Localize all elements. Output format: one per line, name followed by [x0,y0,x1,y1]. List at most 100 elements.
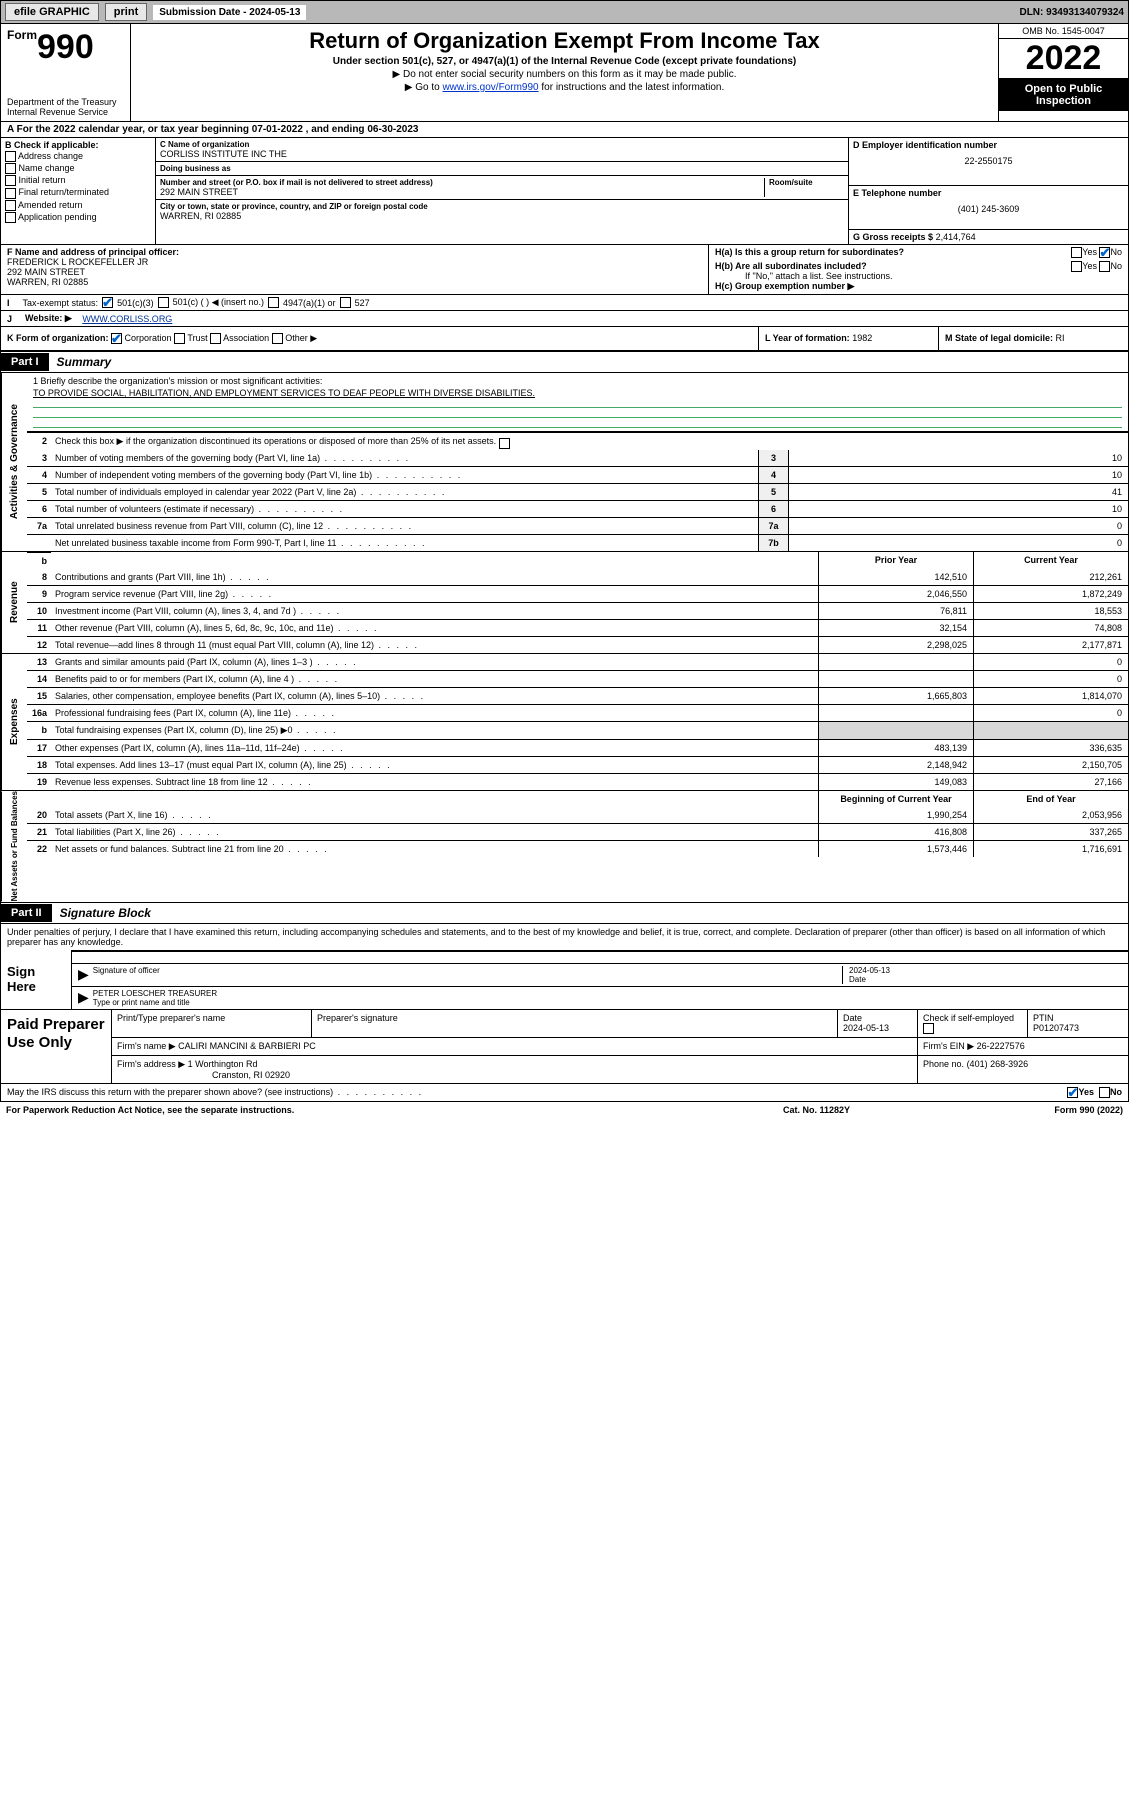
address-label: Number and street (or P.O. box if mail i… [160,178,764,187]
efile-label: efile GRAPHIC [5,3,99,21]
check-501c[interactable] [158,297,169,308]
section-a: A For the 2022 calendar year, or tax yea… [0,122,1129,138]
check-527[interactable] [340,297,351,308]
ein-label: D Employer identification number [853,140,1124,150]
section-bcdeg: B Check if applicable: Address change Na… [0,138,1129,245]
exp-row: 17 Other expenses (Part IX, column (A), … [27,739,1128,756]
net-row: 22 Net assets or fund balances. Subtract… [27,840,1128,857]
firm-phone: (401) 268-3926 [967,1059,1029,1069]
firm-addr2: Cranston, RI 02920 [212,1070,290,1080]
officer-print-name: PETER LOESCHER TREASURER [93,989,1122,998]
officer-addr: 292 MAIN STREET [7,267,85,277]
part1-header: Part I Summary [0,352,1129,373]
check-trust[interactable] [174,333,185,344]
vtab-expenses: Expenses [1,654,27,790]
check-association[interactable] [210,333,221,344]
l-label: L Year of formation: [765,333,850,343]
prep-date-label: Date [843,1013,862,1023]
part2-title: Signature Block [60,903,151,923]
signature-arrow-icon: ▶ [78,966,89,984]
signature-block: Under penalties of perjury, I declare th… [0,924,1129,1010]
omb-number: OMB No. 1545-0047 [999,24,1128,39]
beginning-year-header: Beginning of Current Year [818,791,973,807]
vtab-governance: Activities & Governance [1,373,27,551]
print-button[interactable]: print [105,3,147,21]
form-note-link: ▶ Go to www.irs.gov/Form990 for instruct… [139,82,990,93]
check-4947[interactable] [268,297,279,308]
open-to-public: Open to Public Inspection [999,79,1128,111]
section-c: C Name of organization CORLISS INSTITUTE… [156,138,848,244]
sign-date-label: Date [849,975,866,984]
check-501c3[interactable] [102,297,113,308]
exp-row: 18 Total expenses. Add lines 13–17 (must… [27,756,1128,773]
org-name: CORLISS INSTITUTE INC THE [160,149,844,159]
prep-print-label: Print/Type preparer's name [112,1010,312,1037]
ptin-value: P01207473 [1033,1023,1079,1033]
firm-name-label: Firm's name ▶ [117,1041,176,1051]
officer-name: FREDERICK L ROCKEFELLER JR [7,257,148,267]
officer-label: F Name and address of principal officer: [7,247,179,257]
city-value: WARREN, RI 02885 [160,211,844,221]
exp-row: 19 Revenue less expenses. Subtract line … [27,773,1128,790]
revenue-section: Revenue b Prior Year Current Year 8 Cont… [0,552,1129,654]
check-address-change[interactable]: Address change [5,151,151,162]
gov-row: 4 Number of independent voting members o… [27,466,1128,483]
irs-form990-link[interactable]: www.irs.gov/Form990 [442,82,538,93]
firm-ein: 26-2227576 [977,1041,1025,1051]
rev-row: 12 Total revenue—add lines 8 through 11 … [27,636,1128,653]
gov-row: Net unrelated business taxable income fr… [27,534,1128,551]
section-klm: K Form of organization: Corporation Trus… [0,327,1129,352]
check-initial-return[interactable]: Initial return [5,175,151,186]
submission-date: Submission Date - 2024-05-13 [153,5,306,20]
state-domicile: RI [1056,333,1065,343]
form-number-footer: Form 990 (2022) [983,1105,1123,1115]
year-formation: 1982 [852,333,872,343]
tax-year: 2022 [999,39,1128,79]
gross-receipts-label: G Gross receipts $ [853,232,933,242]
check-amended-return[interactable]: Amended return [5,200,151,211]
exp-row: 15 Salaries, other compensation, employe… [27,687,1128,704]
netassets-section: Net Assets or Fund Balances Beginning of… [0,791,1129,902]
discuss-no-check[interactable] [1099,1087,1110,1098]
page-footer: For Paperwork Reduction Act Notice, see … [0,1102,1129,1118]
dln-label: DLN: 93493134079324 [1019,7,1124,18]
expenses-section: Expenses 13 Grants and similar amounts p… [0,654,1129,791]
hb-row: H(b) Are all subordinates included? Yes … [715,261,1122,271]
phone-label: E Telephone number [853,188,1124,198]
city-label: City or town, state or province, country… [160,202,844,211]
form-subtitle: Under section 501(c), 527, or 4947(a)(1)… [139,56,990,67]
check-other[interactable] [272,333,283,344]
vtab-netassets: Net Assets or Fund Balances [1,791,27,901]
check-application-pending[interactable]: Application pending [5,212,151,223]
section-fh: F Name and address of principal officer:… [0,245,1129,295]
gov-row: 6 Total number of volunteers (estimate i… [27,500,1128,517]
form-title: Return of Organization Exempt From Incom… [139,28,990,54]
section-b: B Check if applicable: Address change Na… [1,138,156,244]
pra-notice: For Paperwork Reduction Act Notice, see … [6,1105,783,1115]
ein-value: 22-2550175 [853,156,1124,166]
website-link[interactable]: WWW.CORLISS.ORG [82,314,172,324]
ptin-label: PTIN [1033,1013,1054,1023]
line2-text: Check this box ▶ if the organization dis… [51,433,1128,450]
signature-officer-label: Signature of officer [93,966,842,984]
check-final-return[interactable]: Final return/terminated [5,187,151,198]
calendar-year-text: A For the 2022 calendar year, or tax yea… [1,122,424,137]
dept-treasury: Department of the Treasury [7,97,124,107]
rev-row: 9 Program service revenue (Part VIII, li… [27,585,1128,602]
gov-row: 7a Total unrelated business revenue from… [27,517,1128,534]
exp-row: 14 Benefits paid to or for members (Part… [27,670,1128,687]
address-value: 292 MAIN STREET [160,187,764,197]
mission-text: TO PROVIDE SOCIAL, HABILITATION, AND EMP… [33,388,1122,398]
section-b-header: B Check if applicable: [5,140,151,150]
check-name-change[interactable]: Name change [5,163,151,174]
phone-value: (401) 245-3609 [853,204,1124,214]
firm-addr1: 1 Worthington Rd [188,1059,258,1069]
ha-row: H(a) Is this a group return for subordin… [715,247,1122,257]
discuss-yes-check[interactable] [1067,1087,1078,1098]
gov-row: 5 Total number of individuals employed i… [27,483,1128,500]
net-row: 20 Total assets (Part X, line 16) 1,990,… [27,807,1128,823]
check-corporation[interactable] [111,333,122,344]
sign-date: 2024-05-13 [849,966,890,975]
k-label: K Form of organization: [7,333,109,343]
mission-block: 1 Briefly describe the organization's mi… [27,373,1128,432]
